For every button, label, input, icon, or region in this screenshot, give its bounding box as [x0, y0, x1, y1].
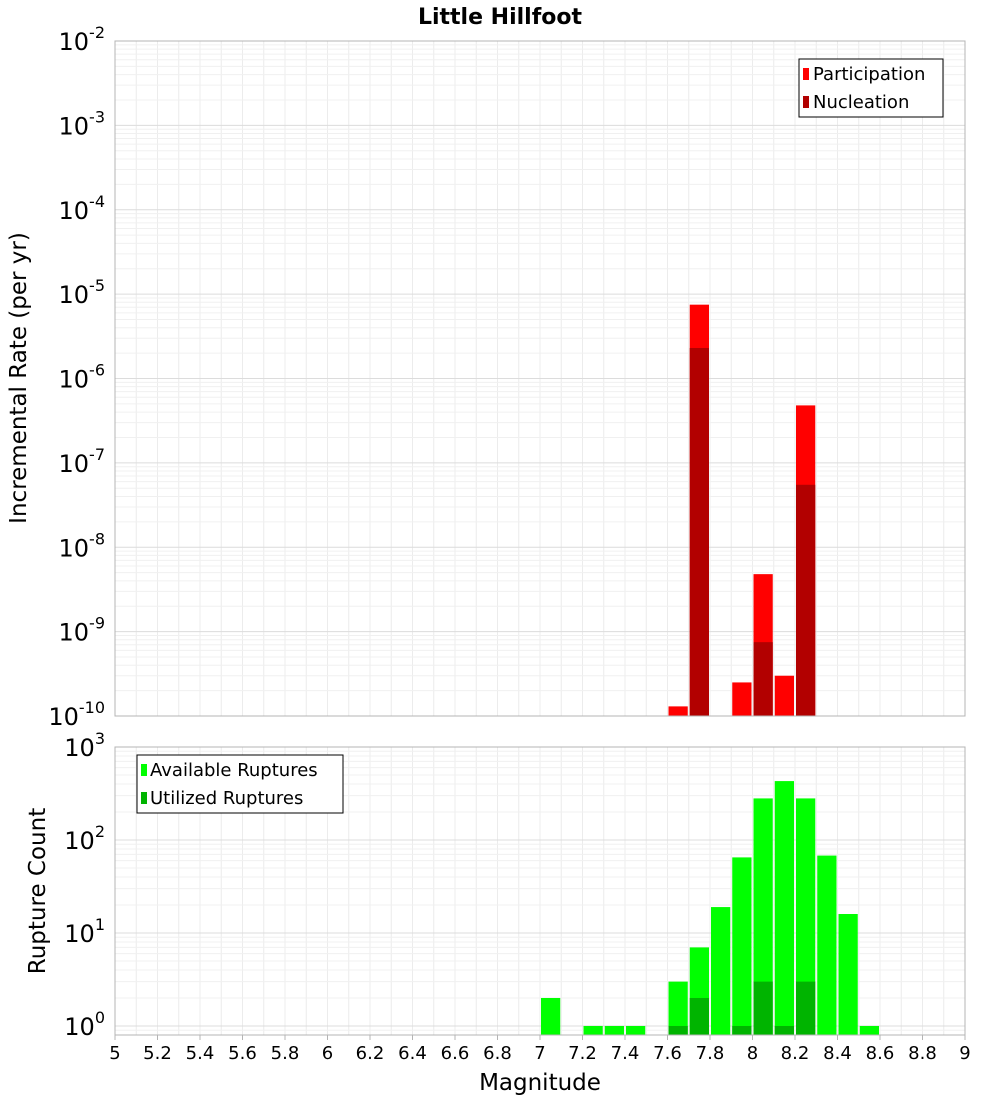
count-bar-primary: [838, 914, 858, 1035]
count-bar-secondary: [796, 981, 816, 1035]
magnitude-x-ticks: 5 5.2 5.4 5.6 5.8 6 6.2 6.4 6.6 6.8 7 7.2 7.4 7.6 7.8 8…: [109, 1035, 971, 1064]
magnitude-tick-label: 7.8: [696, 1043, 725, 1064]
count-y-ticks: 100 101 102 103: [64, 729, 105, 1041]
count-y-tick-label: 103: [64, 729, 105, 762]
rate-y-tick-label: 10-3: [59, 107, 106, 140]
count-panel: 100 101 102 103 5 5.2 5.4 5.6 5.8 6 6.2 6.4 6.6 6.8 7…: [25, 729, 971, 1096]
rate-y-tick-label: 10-7: [59, 445, 106, 478]
magnitude-tick-label: 5.6: [228, 1043, 257, 1064]
rate-panel: 10-10 10-9 10-8 10-7 10-6 10-5 10-4 10-3 10-2 In…: [6, 23, 966, 731]
magnitude-tick-label: 6.6: [441, 1043, 470, 1064]
magnitude-tick-label: 8.4: [823, 1043, 852, 1064]
count-bar-secondary: [753, 981, 773, 1035]
magnitude-tick-label: 8.6: [866, 1043, 895, 1064]
count-bar-primary: [774, 781, 794, 1035]
magnitude-tick-label: 8.8: [908, 1043, 937, 1064]
magnitude-tick-label: 7.4: [611, 1043, 640, 1064]
magnitude-x-axis-label: Magnitude: [479, 1070, 601, 1096]
rate-bar-secondary: [796, 484, 816, 716]
available-ruptures-legend-swatch: [141, 764, 147, 776]
count-bar-secondary: [732, 1025, 752, 1035]
count-bars: [541, 781, 879, 1035]
rate-y-tick-label: 10-8: [59, 529, 106, 562]
count-bar-primary: [859, 1025, 879, 1035]
rate-y-tick-label: 10-2: [59, 23, 106, 56]
rate-plot-frame: [114, 40, 966, 717]
magnitude-tick-label: 6.8: [483, 1043, 512, 1064]
participation-legend-label: Participation: [813, 64, 925, 85]
count-bar-secondary: [668, 1025, 688, 1035]
rate-y-ticks: 10-10 10-9 10-8 10-7 10-6 10-5 10-4 10-3 10-2: [48, 23, 105, 731]
count-bar-primary: [753, 798, 773, 1035]
rate-legend-box: [798, 58, 944, 118]
rate-y-tick-label: 10-10: [48, 698, 105, 731]
utilized-ruptures-legend-swatch: [141, 792, 147, 804]
utilized-ruptures-legend-label: Utilized Ruptures: [150, 788, 303, 809]
count-y-tick-label: 101: [64, 915, 105, 948]
count-y-tick-label: 102: [64, 822, 105, 855]
magnitude-tick-label: 8.2: [781, 1043, 810, 1064]
rate-legend: Participation Nucleation: [798, 58, 944, 118]
rate-bar-secondary: [689, 347, 709, 716]
magnitude-tick-label: 7: [534, 1043, 545, 1064]
rate-y-tick-label: 10-6: [59, 361, 106, 394]
rate-bar-primary: [732, 682, 752, 716]
count-bar-primary: [604, 1025, 624, 1035]
count-bar-primary: [541, 997, 561, 1035]
magnitude-tick-label: 9: [959, 1043, 970, 1064]
count-bar-primary: [817, 855, 837, 1035]
magnitude-tick-label: 6.2: [356, 1043, 385, 1064]
count-y-axis-label: Rupture Count: [25, 808, 51, 974]
count-bar-primary: [732, 857, 752, 1035]
count-legend: Available Ruptures Utilized Ruptures: [136, 754, 344, 814]
count-bar-secondary: [774, 1025, 794, 1035]
rate-bar-primary: [774, 675, 794, 716]
count-bar-primary: [668, 981, 688, 1035]
rate-grid: [115, 41, 965, 717]
available-ruptures-legend-label: Available Ruptures: [150, 760, 318, 781]
rate-bars: [668, 304, 816, 716]
count-bar-primary: [626, 1025, 646, 1035]
magnitude-tick-label: 5: [109, 1043, 120, 1064]
count-bar-primary: [711, 907, 731, 1035]
rate-y-tick-label: 10-9: [59, 614, 106, 647]
magnitude-tick-label: 8: [747, 1043, 758, 1064]
chart-title: Little Hillfoot: [418, 5, 583, 30]
count-bar-primary: [583, 1025, 603, 1035]
count-bar-secondary: [689, 997, 709, 1035]
rate-bar-primary: [668, 706, 688, 716]
count-legend-box: [136, 754, 344, 814]
count-y-tick-label: 100: [64, 1008, 105, 1041]
magnitude-tick-label: 5.4: [186, 1043, 215, 1064]
rate-y-tick-label: 10-5: [59, 276, 106, 309]
rate-y-tick-label: 10-4: [59, 192, 106, 225]
nucleation-legend-label: Nucleation: [813, 92, 909, 113]
count-bar-primary: [796, 798, 816, 1035]
magnitude-tick-label: 7.6: [653, 1043, 682, 1064]
rate-y-axis-label: Incremental Rate (per yr): [6, 232, 32, 524]
participation-legend-swatch: [803, 68, 809, 80]
magnitude-tick-label: 5.8: [271, 1043, 300, 1064]
magnitude-tick-label: 7.2: [568, 1043, 597, 1064]
magnitude-tick-label: 5.2: [143, 1043, 172, 1064]
magnitude-tick-label: 6.4: [398, 1043, 427, 1064]
rate-bar-secondary: [753, 642, 773, 716]
nucleation-legend-swatch: [803, 96, 809, 108]
magnitude-tick-label: 6: [322, 1043, 333, 1064]
